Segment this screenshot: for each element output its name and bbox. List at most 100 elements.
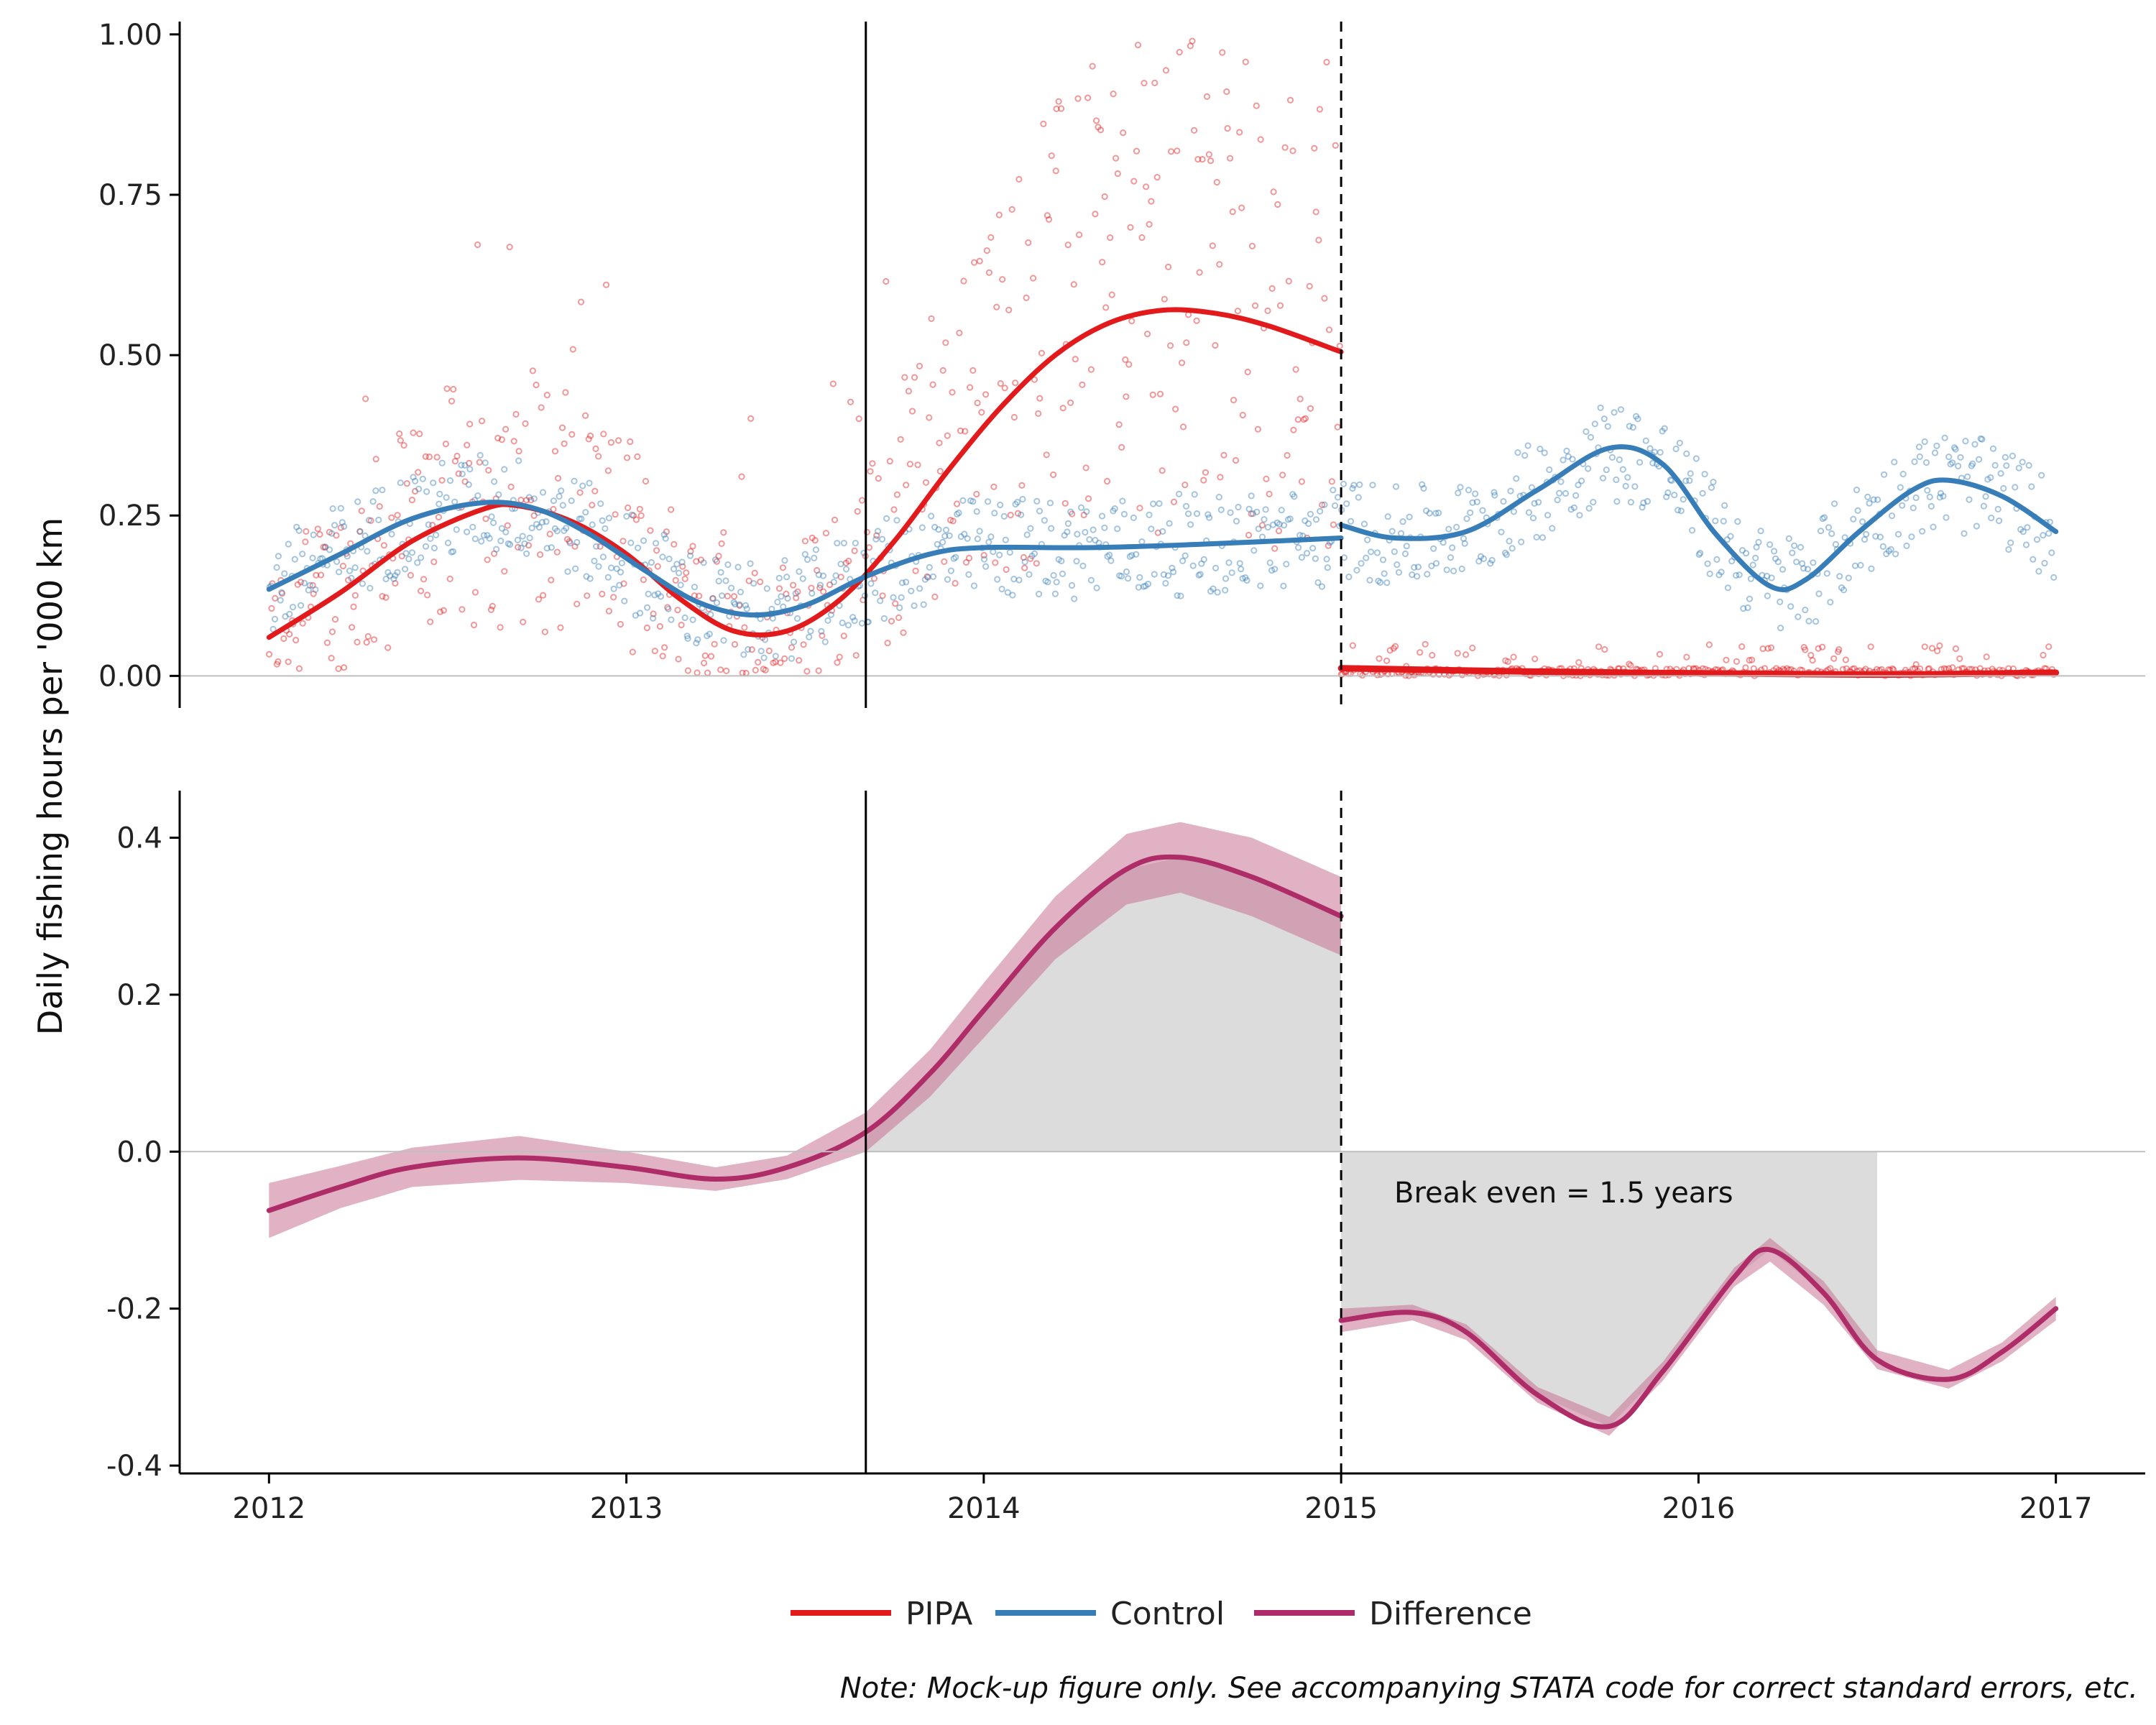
control-point bbox=[711, 556, 719, 564]
control-point bbox=[599, 553, 607, 561]
pipa-point bbox=[1120, 129, 1127, 137]
pipa-point bbox=[476, 459, 483, 466]
control-point bbox=[1414, 573, 1421, 580]
control-point bbox=[1424, 571, 1431, 578]
control-point bbox=[1151, 571, 1158, 578]
control-point bbox=[1671, 492, 1678, 499]
pipa-point bbox=[1108, 291, 1115, 298]
control-point bbox=[1815, 590, 1823, 597]
pipa-point bbox=[997, 380, 1004, 387]
control-point bbox=[341, 523, 348, 530]
control-point bbox=[476, 451, 484, 459]
control-point bbox=[1068, 581, 1076, 589]
control-point bbox=[760, 654, 768, 661]
pipa-point bbox=[741, 624, 748, 631]
control-point bbox=[1181, 552, 1189, 559]
pipa-point bbox=[502, 426, 510, 433]
pipa-point bbox=[801, 538, 809, 545]
pipa-point bbox=[803, 668, 811, 675]
control-point bbox=[397, 479, 404, 487]
pipa-point bbox=[814, 566, 821, 574]
control-point bbox=[1270, 521, 1277, 528]
pipa-point bbox=[266, 650, 273, 658]
control-point bbox=[1940, 492, 1947, 500]
control-point bbox=[965, 571, 972, 579]
pipa-point bbox=[578, 298, 585, 305]
control-point bbox=[286, 610, 293, 618]
control-point bbox=[640, 537, 648, 544]
pipa-point bbox=[1205, 151, 1213, 158]
pipa-point bbox=[333, 532, 340, 539]
control-point bbox=[1518, 538, 1525, 546]
pipa-point bbox=[642, 477, 650, 485]
control-point bbox=[880, 615, 888, 622]
control-point bbox=[1828, 530, 1835, 538]
pipa-point bbox=[591, 487, 599, 494]
control-point bbox=[559, 502, 566, 509]
control-point bbox=[392, 572, 399, 579]
control-point bbox=[486, 535, 493, 542]
pipa-point bbox=[962, 428, 969, 435]
top-axes: 0.00 0.25 0.50 0.75 1.00 bbox=[98, 19, 2145, 708]
pipa-point bbox=[1928, 645, 1936, 652]
control-point bbox=[700, 559, 707, 566]
control-point bbox=[1528, 484, 1535, 491]
control-point bbox=[812, 546, 820, 553]
pipa-point bbox=[936, 468, 944, 475]
pipa-point bbox=[630, 512, 637, 519]
control-point bbox=[556, 493, 563, 500]
pipa-point bbox=[314, 525, 321, 533]
control-point bbox=[1572, 492, 1580, 500]
control-point bbox=[1330, 487, 1337, 494]
control-point bbox=[1073, 558, 1080, 565]
pipa-point bbox=[1242, 58, 1249, 65]
pipa-point bbox=[822, 530, 830, 537]
pipa-point bbox=[403, 480, 410, 487]
control-point bbox=[644, 604, 651, 611]
control-point bbox=[1603, 466, 1610, 474]
control-point bbox=[2028, 483, 2035, 490]
control-point bbox=[412, 477, 419, 484]
control-point bbox=[1120, 510, 1128, 518]
pipa-point bbox=[1383, 657, 1391, 664]
pipa-point bbox=[643, 624, 651, 632]
control-point bbox=[1195, 571, 1202, 579]
pipa-point bbox=[788, 644, 796, 651]
pipa-point bbox=[1050, 471, 1057, 479]
pipa-point bbox=[1122, 356, 1129, 363]
pipa-point bbox=[388, 514, 395, 521]
control-point bbox=[1002, 536, 1009, 543]
control-point bbox=[1475, 558, 1483, 565]
control-point bbox=[1531, 500, 1538, 507]
bottom-y-tick-label: -0.2 bbox=[106, 1293, 162, 1326]
control-point bbox=[713, 599, 721, 607]
control-point bbox=[1423, 507, 1430, 515]
control-point bbox=[1133, 551, 1140, 558]
pipa-point bbox=[448, 397, 456, 405]
control-point bbox=[1191, 491, 1198, 498]
control-point bbox=[1283, 561, 1290, 568]
control-point bbox=[326, 546, 333, 553]
x-tick-label: 2015 bbox=[1304, 1492, 1378, 1525]
control-point bbox=[1258, 533, 1266, 540]
control-point bbox=[1217, 506, 1225, 513]
control-point bbox=[928, 512, 935, 520]
pipa-point bbox=[808, 534, 816, 542]
pipa-point bbox=[1180, 423, 1187, 431]
control-point bbox=[955, 509, 962, 517]
control-point bbox=[1736, 571, 1743, 579]
control-point bbox=[742, 602, 750, 609]
control-point bbox=[1955, 462, 1962, 470]
control-point bbox=[1936, 494, 1943, 501]
pipa-point bbox=[540, 592, 547, 599]
control-point bbox=[1931, 449, 1939, 456]
control-point bbox=[1079, 562, 1087, 569]
pipa-point bbox=[1168, 148, 1175, 155]
pipa-point bbox=[1101, 193, 1108, 201]
control-point bbox=[1473, 498, 1480, 505]
pipa-point bbox=[350, 603, 357, 610]
control-point bbox=[883, 515, 890, 523]
pipa-point bbox=[796, 657, 803, 664]
pipa-point bbox=[320, 543, 327, 551]
control-point bbox=[1937, 489, 1945, 497]
